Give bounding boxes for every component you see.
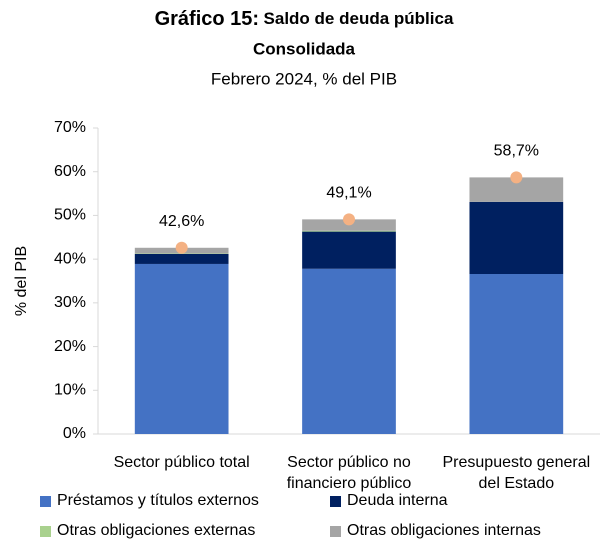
- legend-item: Préstamos y títulos externos: [40, 492, 259, 510]
- bar-segment: [134, 263, 229, 434]
- y-tick-label: 70%: [54, 119, 86, 136]
- y-tick-label: 30%: [54, 294, 86, 311]
- legend-swatch: [40, 525, 51, 537]
- x-tick-label: Sector público no financiero público: [286, 454, 412, 492]
- x-tick-label: Presupuesto general del Estado: [442, 454, 591, 492]
- bar-segment: [469, 201, 564, 275]
- legend-label: Deuda interna: [347, 492, 448, 509]
- total-label: 58,7%: [494, 143, 539, 160]
- y-tick-label: 20%: [54, 338, 86, 355]
- bar-segment: [469, 274, 564, 434]
- y-tick-label: 0%: [63, 425, 86, 442]
- title-line2: Consolidada: [253, 39, 356, 58]
- title-main: Saldo de deuda pública: [264, 9, 454, 28]
- bar-segment: [134, 253, 229, 264]
- y-tick-label: 60%: [54, 163, 86, 180]
- total-label: 42,6%: [159, 213, 204, 230]
- y-tick-label: 10%: [54, 382, 86, 399]
- bar-segment: [302, 230, 396, 232]
- bar-segment: [302, 231, 396, 269]
- y-tick-label: 40%: [54, 250, 86, 267]
- title-prefix: Gráfico 15:: [155, 8, 259, 30]
- x-tick-label: Sector público total: [113, 454, 250, 471]
- legend-swatch: [330, 525, 341, 537]
- legend-item: Otras obligaciones internas: [330, 522, 541, 540]
- legend-label: Otras obligaciones internas: [347, 522, 541, 539]
- legend-item: Otras obligaciones externas: [40, 522, 255, 540]
- subtitle: Febrero 2024, % del PIB: [211, 69, 397, 88]
- total-marker: [343, 213, 355, 226]
- legend-swatch: [40, 495, 51, 507]
- y-tick-label: 50%: [54, 207, 86, 224]
- total-marker: [510, 171, 523, 184]
- total-label: 49,1%: [326, 185, 371, 202]
- total-marker: [175, 241, 188, 254]
- y-axis-label: % del PIB: [13, 246, 30, 316]
- legend-label: Préstamos y títulos externos: [57, 492, 259, 509]
- chart-title: Gráfico 15: Saldo de deuda pública: [155, 8, 454, 30]
- bar-segment: [302, 268, 396, 434]
- legend-label: Otras obligaciones externas: [57, 522, 256, 539]
- legend-swatch: [330, 495, 341, 507]
- legend-item: Deuda interna: [330, 492, 448, 510]
